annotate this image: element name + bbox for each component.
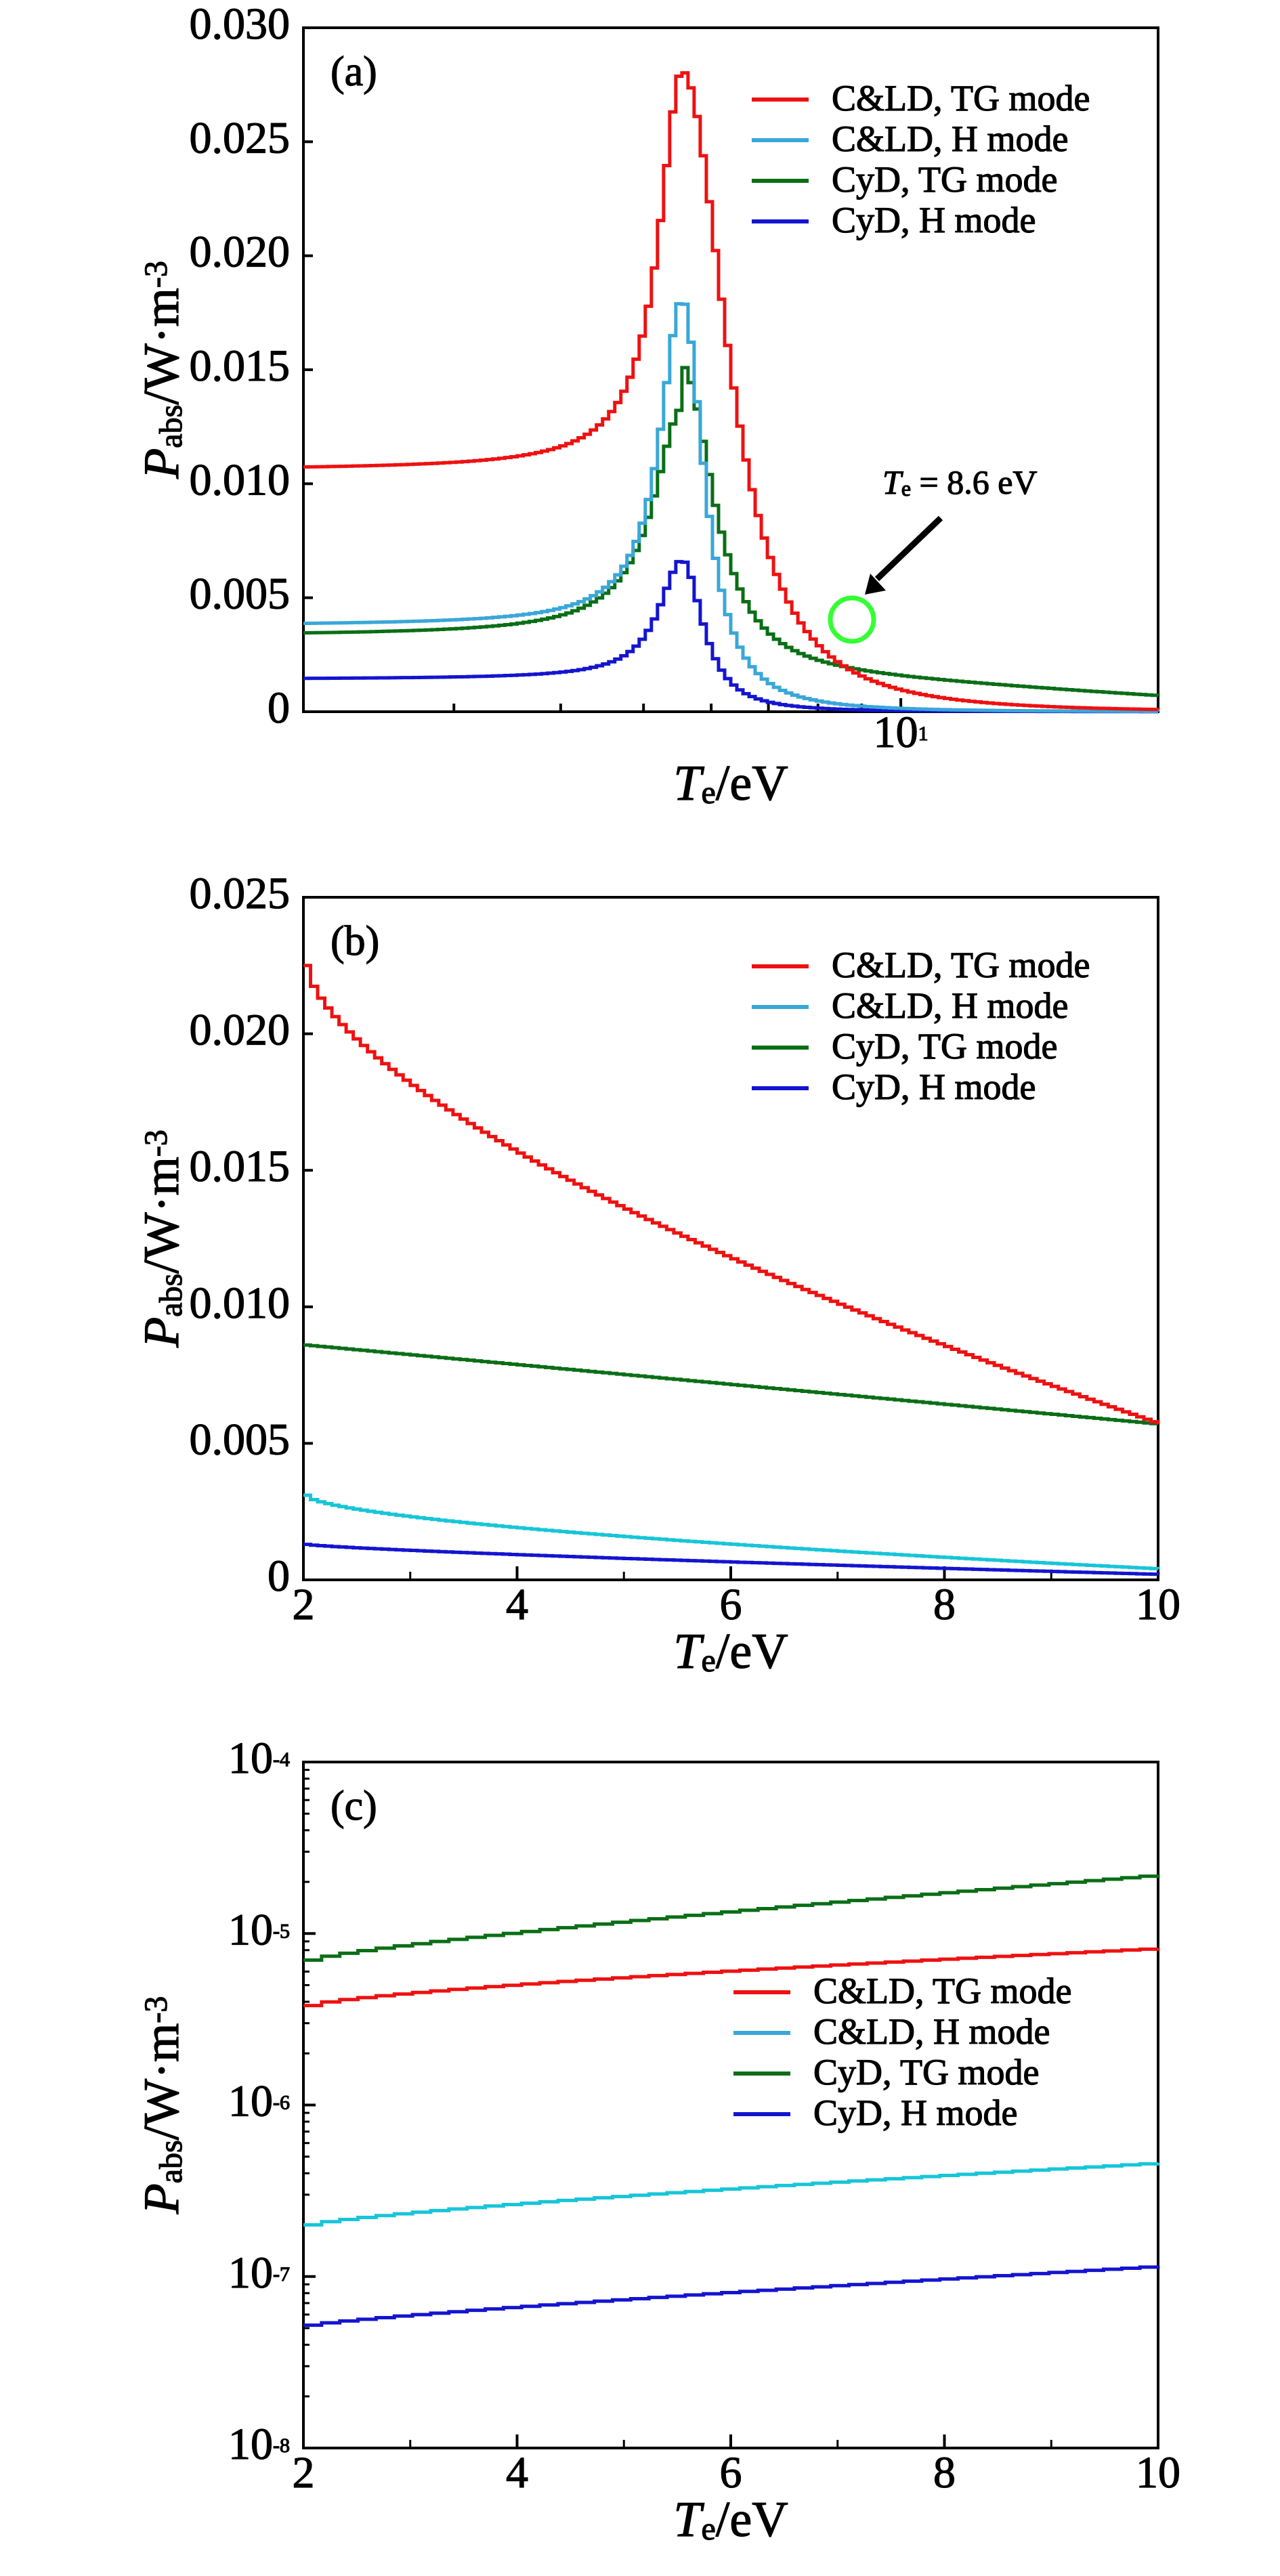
svg-text:10: 10 bbox=[1136, 2448, 1180, 2497]
svg-text:CyD, TG mode: CyD, TG mode bbox=[832, 159, 1058, 200]
svg-text:C&LD, TG mode: C&LD, TG mode bbox=[813, 1971, 1071, 2011]
svg-text:2: 2 bbox=[293, 2448, 315, 2497]
svg-text:Te/eV: Te/eV bbox=[673, 2492, 788, 2548]
svg-text:10: 10 bbox=[1136, 1580, 1180, 1629]
svg-text:CyD, TG mode: CyD, TG mode bbox=[813, 2052, 1040, 2092]
svg-text:0: 0 bbox=[268, 1551, 290, 1601]
svg-text:C&LD, TG mode: C&LD, TG mode bbox=[832, 945, 1090, 985]
svg-text:0.010: 0.010 bbox=[190, 455, 291, 505]
svg-text:C&LD, TG mode: C&LD, TG mode bbox=[832, 78, 1090, 119]
svg-text:8: 8 bbox=[933, 1580, 956, 1629]
svg-text:0.030: 0.030 bbox=[190, 0, 291, 49]
svg-text:Te/eV: Te/eV bbox=[673, 756, 788, 811]
svg-text:6: 6 bbox=[720, 1580, 742, 1629]
svg-text:Te/eV: Te/eV bbox=[673, 1624, 788, 1679]
svg-text:(b): (b) bbox=[330, 918, 379, 964]
svg-text:6: 6 bbox=[720, 2448, 742, 2497]
svg-text:0.015: 0.015 bbox=[190, 341, 291, 391]
svg-text:CyD, H mode: CyD, H mode bbox=[813, 2092, 1017, 2133]
svg-text:C&LD, H mode: C&LD, H mode bbox=[832, 119, 1068, 159]
svg-text:0.025: 0.025 bbox=[190, 113, 291, 163]
svg-text:0.005: 0.005 bbox=[190, 1415, 291, 1464]
svg-text:C&LD, H mode: C&LD, H mode bbox=[832, 985, 1068, 1026]
svg-text:CyD, H mode: CyD, H mode bbox=[832, 1067, 1036, 1107]
svg-text:0.020: 0.020 bbox=[190, 1006, 291, 1055]
svg-text:CyD, H mode: CyD, H mode bbox=[832, 200, 1036, 240]
svg-text:C&LD, H mode: C&LD, H mode bbox=[813, 2011, 1050, 2052]
svg-text:0.005: 0.005 bbox=[190, 570, 291, 619]
svg-text:0.010: 0.010 bbox=[190, 1279, 291, 1328]
svg-text:(c): (c) bbox=[330, 1783, 377, 1829]
svg-text:2: 2 bbox=[293, 1580, 315, 1629]
svg-text:0.020: 0.020 bbox=[190, 228, 291, 277]
svg-text:0: 0 bbox=[268, 683, 290, 733]
svg-text:4: 4 bbox=[506, 1580, 528, 1629]
svg-text:0.025: 0.025 bbox=[190, 869, 291, 918]
svg-text:0.015: 0.015 bbox=[190, 1142, 291, 1191]
svg-text:8: 8 bbox=[933, 2448, 956, 2497]
svg-text:4: 4 bbox=[506, 2448, 528, 2497]
svg-text:(a): (a) bbox=[330, 49, 377, 95]
svg-text:CyD, TG mode: CyD, TG mode bbox=[832, 1026, 1058, 1067]
